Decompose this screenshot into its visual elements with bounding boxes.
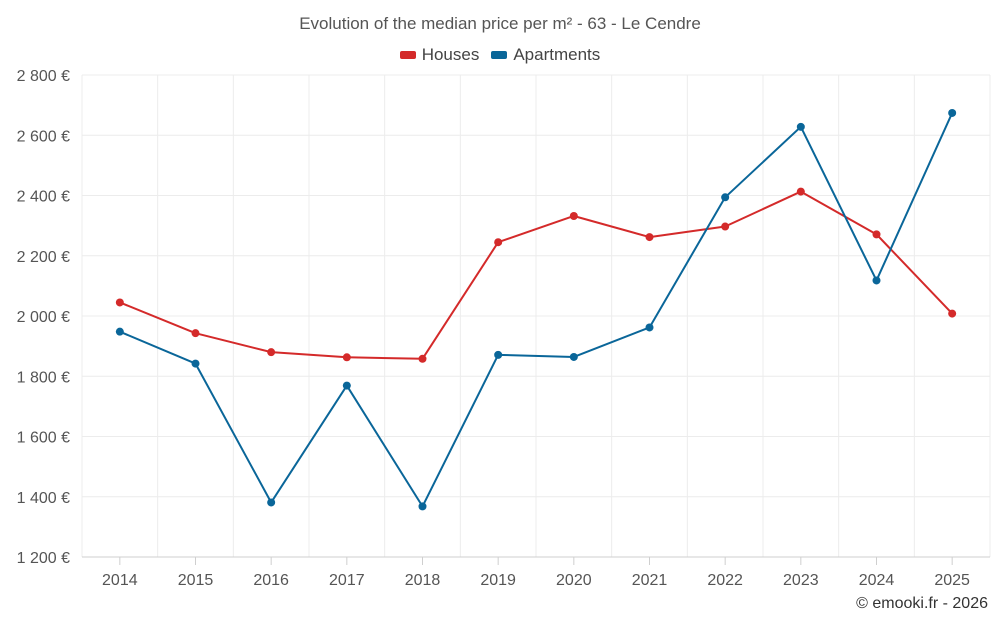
y-tick-label: 2 400 €	[17, 189, 70, 206]
data-point-apartments	[342, 381, 351, 390]
x-tick-label: 2018	[405, 572, 441, 589]
y-tick-label: 1 400 €	[17, 490, 70, 507]
data-point-apartments	[191, 359, 200, 368]
data-point-houses	[115, 298, 124, 307]
data-point-houses	[418, 354, 427, 363]
x-tick-label: 2016	[253, 572, 289, 589]
data-point-houses	[796, 187, 805, 196]
data-point-apartments	[872, 276, 881, 285]
data-point-apartments	[267, 498, 276, 507]
x-tick-label: 2025	[934, 572, 970, 589]
legend: Houses Apartments	[0, 45, 1000, 65]
legend-label-houses: Houses	[421, 45, 480, 64]
data-point-houses	[494, 238, 503, 247]
x-tick-label: 2020	[556, 572, 592, 589]
data-point-houses	[721, 222, 730, 231]
y-tick-label: 1 800 €	[17, 369, 70, 386]
data-point-apartments	[115, 327, 124, 336]
y-tick-label: 2 000 €	[17, 309, 70, 326]
x-tick-label: 2022	[707, 572, 743, 589]
legend-label-apartments: Apartments	[513, 45, 601, 64]
data-point-apartments	[494, 350, 503, 359]
legend-item-apartments[interactable]: Apartments	[491, 45, 600, 65]
x-tick-label: 2023	[783, 572, 819, 589]
y-tick-label: 1 600 €	[17, 430, 70, 447]
x-tick-label: 2017	[329, 572, 365, 589]
legend-swatch-apartments	[491, 51, 508, 59]
legend-item-houses[interactable]: Houses	[399, 45, 480, 65]
data-point-apartments	[569, 352, 578, 361]
data-point-apartments	[948, 108, 957, 117]
y-tick-label: 2 600 €	[17, 128, 70, 145]
data-point-houses	[569, 211, 578, 220]
x-tick-label: 2024	[859, 572, 895, 589]
data-point-houses	[872, 230, 881, 239]
y-tick-label: 2 800 €	[17, 68, 70, 85]
chart-title: Evolution of the median price per m² - 6…	[299, 14, 701, 33]
x-tick-label: 2019	[480, 572, 516, 589]
data-point-houses	[342, 353, 351, 362]
data-point-houses	[645, 233, 654, 242]
y-tick-label: 1 200 €	[17, 550, 70, 567]
legend-swatch-houses	[399, 51, 416, 59]
data-point-apartments	[796, 122, 805, 131]
x-tick-label: 2014	[102, 572, 138, 589]
data-point-houses	[267, 348, 276, 357]
data-point-apartments	[721, 193, 730, 202]
data-point-houses	[191, 329, 200, 338]
x-tick-label: 2015	[178, 572, 214, 589]
x-tick-label: 2021	[632, 572, 668, 589]
data-point-houses	[948, 309, 957, 318]
copyright-footer: © emooki.fr - 2026	[856, 595, 988, 612]
data-point-apartments	[645, 323, 654, 332]
data-point-apartments	[418, 502, 427, 511]
series-line-houses	[119, 190, 953, 360]
series-line-apartments	[119, 112, 954, 508]
y-tick-label: 2 200 €	[17, 249, 70, 266]
